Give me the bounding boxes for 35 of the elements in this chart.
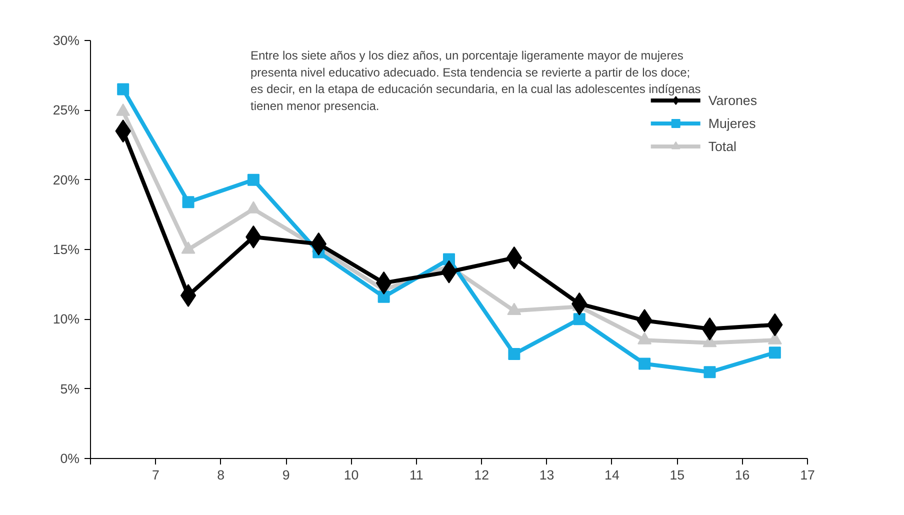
point [508, 348, 520, 360]
legend-label: Total [708, 138, 736, 154]
y-tick-label: 20% [52, 172, 80, 188]
x-tick-label: 14 [604, 468, 620, 482]
x-tick-label: 10 [344, 468, 359, 482]
point [573, 313, 586, 326]
point [768, 346, 781, 359]
x-tick-label: 13 [539, 468, 554, 482]
point [247, 174, 260, 186]
x-tick-label: 7 [152, 468, 160, 482]
y-tick-label: 0% [60, 451, 80, 466]
point [704, 366, 716, 378]
x-tick-label: 12 [474, 468, 490, 482]
y-tick-label: 30% [52, 33, 80, 48]
y-tick-label: 10% [52, 312, 80, 327]
point [506, 246, 522, 270]
legend-label: Mujeres [708, 116, 756, 130]
y-tick-label: 15% [52, 242, 80, 257]
legend-label: Varones [708, 92, 757, 108]
x-tick-label: 15 [670, 468, 685, 482]
point [376, 271, 392, 294]
point [117, 83, 130, 96]
x-tick-label: 16 [734, 468, 750, 482]
point [180, 284, 196, 307]
point [702, 317, 718, 340]
annotation: Entre los siete años y los diez años, un porcentaje ligeramente mayor de mujeres presenta nivel educativo adecuado. Esta tendencia se revierte a partir de los doce; es decir, en la etapa de educación secundaria, en la cual las adolescentes indígenas tienen menor presencia. [250, 48, 701, 113]
point [182, 196, 194, 208]
y-tick-label: 5% [60, 381, 80, 396]
x-tick-label: 8 [217, 468, 225, 482]
y-tick-label: 25% [52, 102, 80, 118]
x-tick-label: 17 [800, 468, 815, 482]
point [378, 290, 390, 303]
point [638, 358, 651, 370]
x-tick-label: 9 [282, 468, 290, 482]
x-tick-label: 11 [409, 468, 424, 482]
